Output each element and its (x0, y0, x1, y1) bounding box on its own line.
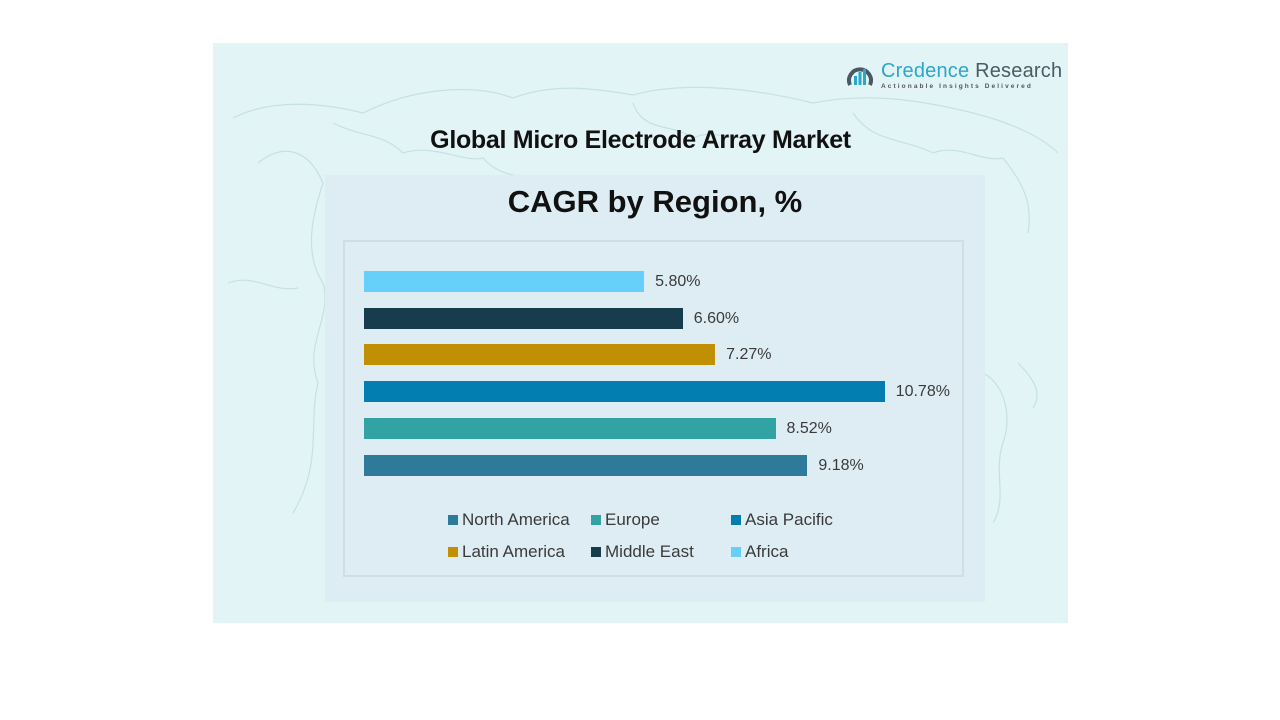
world-map-background (227, 86, 1059, 524)
legend-item-north-america: North America (448, 510, 570, 530)
legend-item-latin-america: Latin America (448, 542, 565, 562)
bar-row: 6.60% (364, 308, 739, 329)
legend-label: Middle East (605, 542, 694, 561)
bar-latin-america (364, 344, 716, 365)
page-title: Global Micro Electrode Array Market (430, 126, 851, 154)
legend-label: Africa (745, 542, 789, 561)
legend-swatch-icon (591, 515, 601, 525)
legend-item-asia-pacific: Asia Pacific (731, 510, 833, 530)
legend-label: Europe (605, 510, 660, 529)
legend-item-africa: Africa (731, 542, 788, 562)
chart-title: CAGR by Region, % (507, 184, 803, 219)
brand-name: Credence Research (881, 59, 1063, 82)
bar-chart-in-ring-icon (845, 60, 875, 90)
legend-swatch-icon (731, 547, 741, 557)
legend-swatch-icon (448, 547, 458, 557)
bar-north-america (364, 455, 808, 476)
legend-label: Latin America (462, 542, 565, 561)
brand-logo: Credence Research Actionable Insights De… (845, 58, 1062, 92)
bar-value-label: 10.78% (895, 382, 950, 400)
chart-plot-area (343, 240, 964, 577)
bar-europe (364, 418, 776, 439)
bar-row: 8.52% (364, 418, 832, 439)
bar-row: 5.80% (364, 271, 701, 292)
bar-asia-pacific (364, 381, 885, 402)
bar-row: 9.18% (364, 455, 864, 476)
legend-label: North America (462, 510, 570, 529)
legend-swatch-icon (448, 515, 458, 525)
legend-item-europe: Europe (591, 510, 660, 530)
bar-value-label: 9.18% (818, 456, 864, 474)
brand-tagline: Actionable Insights Delivered (881, 82, 1033, 90)
legend-label: Asia Pacific (745, 510, 833, 529)
legend-swatch-icon (731, 515, 741, 525)
bar-value-label: 8.52% (786, 419, 832, 437)
legend-swatch-icon (591, 547, 601, 557)
bar-value-label: 6.60% (693, 309, 740, 327)
bar-row: 10.78% (364, 381, 950, 402)
bar-value-label: 7.27% (726, 345, 772, 363)
bar-value-label: 5.80% (655, 272, 701, 290)
bar-middle-east (364, 308, 683, 329)
bar-africa (364, 271, 645, 292)
legend-item-middle-east: Middle East (591, 542, 694, 562)
bar-row: 7.27% (364, 344, 772, 365)
